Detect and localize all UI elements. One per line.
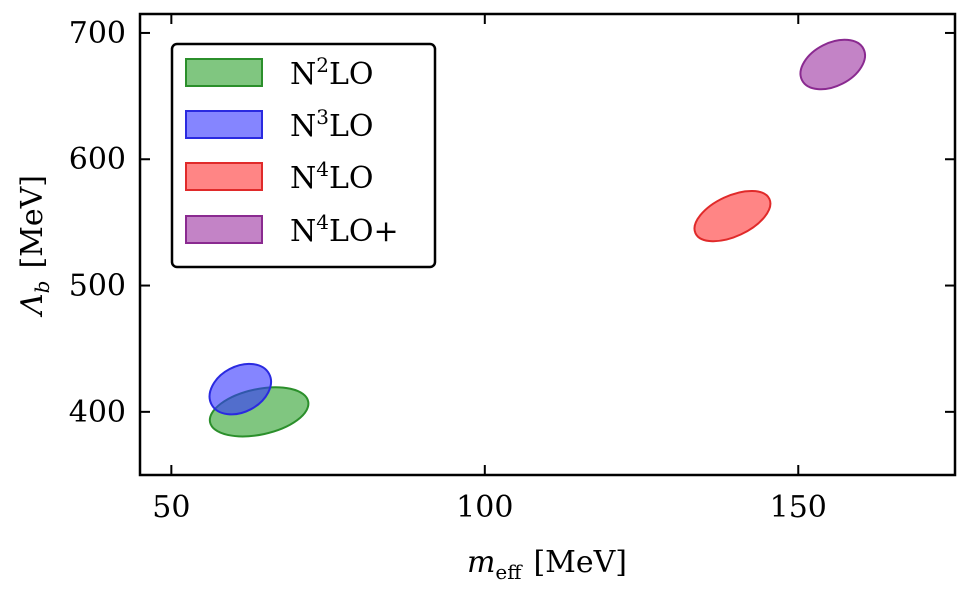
x-axis-label-unit: [MeV] [533, 545, 627, 580]
legend-item: N3LO [185, 105, 374, 144]
confidence-regions [208, 38, 866, 438]
y-tick-label: 600 [69, 142, 126, 177]
x-axis-label-sub: eff [495, 560, 523, 584]
y-tick-label: 700 [69, 16, 126, 51]
y-axis-label-unit: [MeV] [15, 175, 50, 269]
legend-item: N2LO [185, 53, 374, 92]
region-lo-4 [693, 189, 772, 243]
plot-frame [138, 12, 957, 477]
legend-frame [170, 42, 437, 269]
legend-item: N4LO [185, 157, 374, 196]
region-lo-3 [208, 362, 273, 416]
legend-item: N4LO+ [185, 210, 399, 249]
legend-swatch [185, 162, 263, 191]
x-tick-label: 50 [152, 490, 190, 525]
legend-swatch [185, 58, 263, 87]
y-tick-label: 400 [69, 395, 126, 430]
x-tick-label: 100 [456, 490, 513, 525]
x-axis-label-main: m [467, 545, 495, 580]
legend-label: N4LO [290, 157, 374, 196]
legend-swatch [185, 215, 263, 244]
legend-label: N2LO [290, 53, 374, 92]
legend-label: N3LO [290, 105, 374, 144]
y-axis-label: Λb [MeV] [15, 175, 54, 318]
y-axis-label-main: Λ [15, 293, 50, 318]
y-ticks: 400 500 600 700 [69, 16, 955, 430]
x-ticks: 50 100 150 [152, 14, 827, 525]
y-axis-label-sub: b [30, 281, 54, 294]
region-lo-plus-4 [799, 38, 866, 91]
legend: N2LO N3LO N4LO N4LO+ [170, 42, 437, 269]
x-axis-label: meff [MeV] [467, 545, 627, 584]
legend-label: N4LO+ [290, 210, 399, 249]
legend-swatch [185, 110, 263, 139]
y-tick-label: 500 [69, 269, 126, 304]
x-tick-label: 150 [770, 490, 827, 525]
